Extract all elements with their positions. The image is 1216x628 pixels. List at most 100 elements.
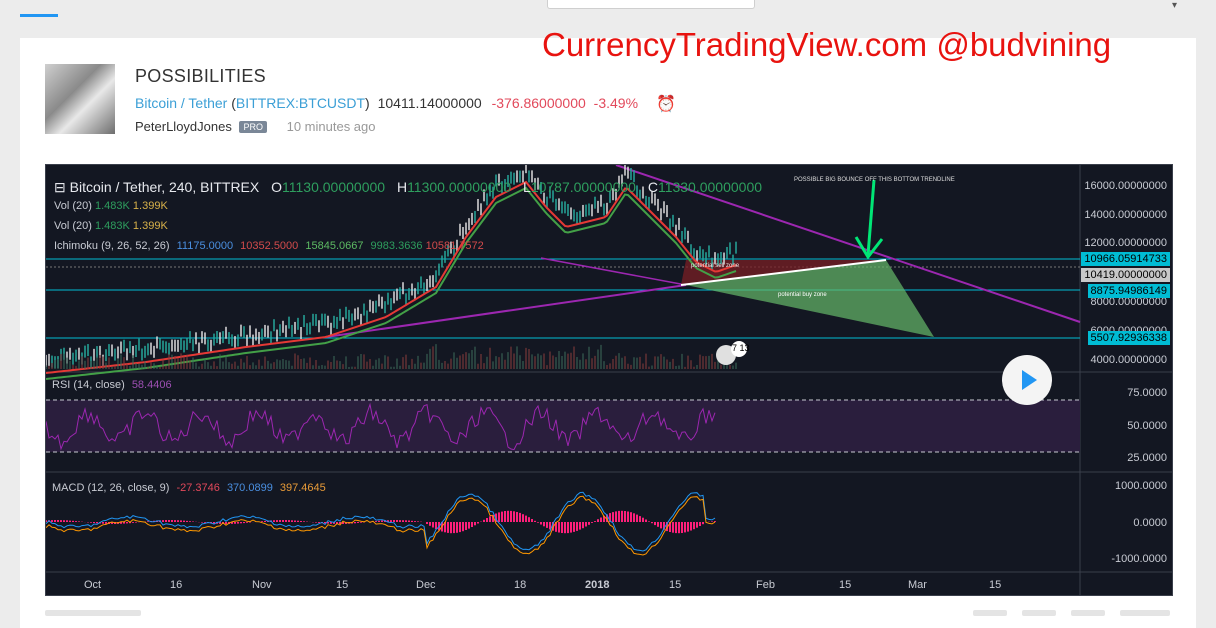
rsi-scale-tick: 75.0000	[1127, 387, 1167, 399]
time-axis-label: Nov	[252, 579, 272, 591]
vol-value-2b: 1.399K	[132, 220, 168, 232]
time-axis-label: Dec	[416, 579, 436, 591]
bottom-action-button[interactable]	[45, 610, 141, 616]
price-scale-tick: 8000.00000000	[1090, 296, 1167, 308]
vol-label-1: Vol (20)	[54, 200, 92, 212]
bottom-action-button[interactable]	[1071, 610, 1105, 616]
ichimoku-value-2: 10352.5000	[240, 240, 299, 252]
bottom-action-button[interactable]	[1022, 610, 1056, 616]
top-navigation-bar: ▾	[0, 0, 1216, 18]
time-axis-label: Oct	[84, 579, 102, 591]
time-axis-label: Feb	[756, 579, 775, 591]
macd-value-1: -27.3746	[176, 482, 220, 494]
bottom-action-button[interactable]	[973, 610, 1007, 616]
symbol-open-paren: (	[231, 95, 236, 111]
time-axis-label: Mar	[908, 579, 927, 591]
legend-h-label: H	[396, 179, 408, 195]
legend-close: 11330.00000000	[657, 179, 763, 195]
vol-label-2: Vol (20)	[54, 220, 92, 232]
macd-series	[46, 491, 716, 556]
ichimoku-cloud-line	[46, 186, 737, 380]
ichimoku-label: Ichimoku (9, 26, 52, 26)	[54, 240, 170, 252]
alarm-clock-icon[interactable]: ⏰	[656, 96, 676, 113]
vol-value-1b: 1.399K	[132, 200, 168, 212]
rsi-scale-tick: 50.0000	[1127, 420, 1167, 432]
green-arrow-head	[854, 236, 884, 260]
price-change-percent: -3.49%	[593, 95, 639, 111]
chevron-down-icon[interactable]: ▾	[1172, 0, 1178, 11]
price-scale-tick: 14000.00000000	[1084, 209, 1167, 221]
event-badge-bubble	[731, 341, 747, 357]
pro-badge: PRO	[239, 121, 267, 133]
legend-high: 11300.00000000	[407, 179, 512, 195]
rsi-band	[46, 400, 1080, 452]
time-axis-label: 15	[989, 579, 1002, 591]
time-axis-label: 15	[839, 579, 852, 591]
channel-line	[540, 257, 687, 286]
price-scale-tick: 12000.00000000	[1084, 237, 1167, 249]
ichimoku-base-line	[46, 180, 737, 374]
vol-legend-2: Vol (20) 1.483K 1.399K	[54, 220, 168, 232]
publish-time: 10 minutes ago	[286, 119, 376, 134]
idea-title: POSSIBILITIES	[135, 66, 266, 86]
vol-value-2a: 1.483K	[94, 220, 130, 232]
ichimoku-value-1: 11175.0000	[176, 240, 234, 252]
search-box[interactable]	[547, 0, 755, 9]
symbol-code-link[interactable]: BITTREX:BTCUSDT	[235, 95, 366, 111]
macd-scale-tick: -1000.0000	[1111, 553, 1167, 565]
chart-container[interactable]: ⊟ Bitcoin / Tether, 240, BITTREX O11130.…	[45, 164, 1173, 596]
legend-collapse-icon[interactable]: ⊟	[54, 179, 66, 195]
price-tag: 10419.00000000	[1081, 268, 1170, 282]
symbol-name-link[interactable]: Bitcoin / Tether	[135, 95, 228, 111]
ichimoku-legend: Ichimoku (9, 26, 52, 26) 11175.0000 1035…	[54, 240, 484, 252]
price-scale-tick: 16000.00000000	[1084, 180, 1167, 192]
active-tab-indicator	[20, 14, 58, 17]
watermark-text: CurrencyTradingView.com @budvining	[542, 26, 1112, 63]
macd-value-2: 370.0899	[226, 482, 273, 494]
upper-trendline	[615, 165, 1081, 323]
annotation-sell-zone: potential sell zone	[691, 263, 740, 269]
last-price: 10411.14000000	[377, 95, 482, 111]
macd-label: MACD (12, 26, close, 9)	[52, 482, 170, 494]
ichimoku-value-3: 15845.0667	[305, 240, 364, 252]
buy-zone	[686, 260, 934, 337]
symbol-close-paren: )	[365, 95, 370, 111]
legend-l-label: L	[523, 179, 531, 195]
time-axis-label: 2018	[585, 579, 610, 591]
price-change: -376.86000000	[491, 95, 586, 111]
legend-c-label: C	[647, 179, 658, 195]
ichimoku-value-4: 9983.3636	[370, 240, 423, 252]
rsi-legend: RSI (14, close) 58.4406	[52, 379, 172, 391]
author-line: PeterLloydJones PRO 10 minutes ago	[135, 119, 376, 134]
price-tag: 8875.94986149	[1087, 284, 1170, 298]
macd-scale-tick: 1000.0000	[1115, 480, 1167, 492]
legend-low: 10787.00000000	[530, 179, 636, 195]
price-tag: 5507.92936338	[1087, 331, 1170, 345]
legend-open: 11130.00000000	[282, 179, 386, 195]
rsi-scale-tick: 25.0000	[1127, 452, 1167, 464]
macd-line	[46, 491, 716, 552]
macd-scale-tick: 0.0000	[1133, 517, 1167, 529]
legend-o-label: O	[271, 179, 283, 195]
author-avatar[interactable]	[45, 64, 115, 134]
event-badge-label: 7 13	[732, 343, 750, 353]
annotation-buy-zone: potential buy zone	[778, 292, 827, 298]
chart-canvas	[46, 165, 1172, 595]
rsi-label: RSI (14, close)	[52, 379, 125, 391]
main-legend: ⊟ Bitcoin / Tether, 240, BITTREX O11130.…	[54, 179, 762, 196]
vol-legend-1: Vol (20) 1.483K 1.399K	[54, 200, 168, 212]
symbol-line: Bitcoin / Tether (BITTREX:BTCUSDT) 10411…	[135, 95, 638, 111]
play-button[interactable]	[1002, 355, 1052, 405]
ichimoku-value-5: 10581.7572	[425, 240, 484, 252]
bottom-action-button[interactable]	[1120, 610, 1170, 616]
rsi-line	[46, 402, 716, 451]
author-name-link[interactable]: PeterLloydJones	[135, 119, 232, 134]
projection-line	[680, 259, 887, 286]
time-axis-label: 16	[170, 579, 183, 591]
rsi-value: 58.4406	[131, 379, 172, 391]
macd-legend: MACD (12, 26, close, 9) -27.3746 370.089…	[52, 482, 326, 494]
price-tag: 10966.05914733	[1081, 252, 1170, 266]
macd-signal-line	[46, 495, 716, 556]
event-flag-icon	[716, 345, 736, 365]
price-series	[46, 165, 737, 380]
